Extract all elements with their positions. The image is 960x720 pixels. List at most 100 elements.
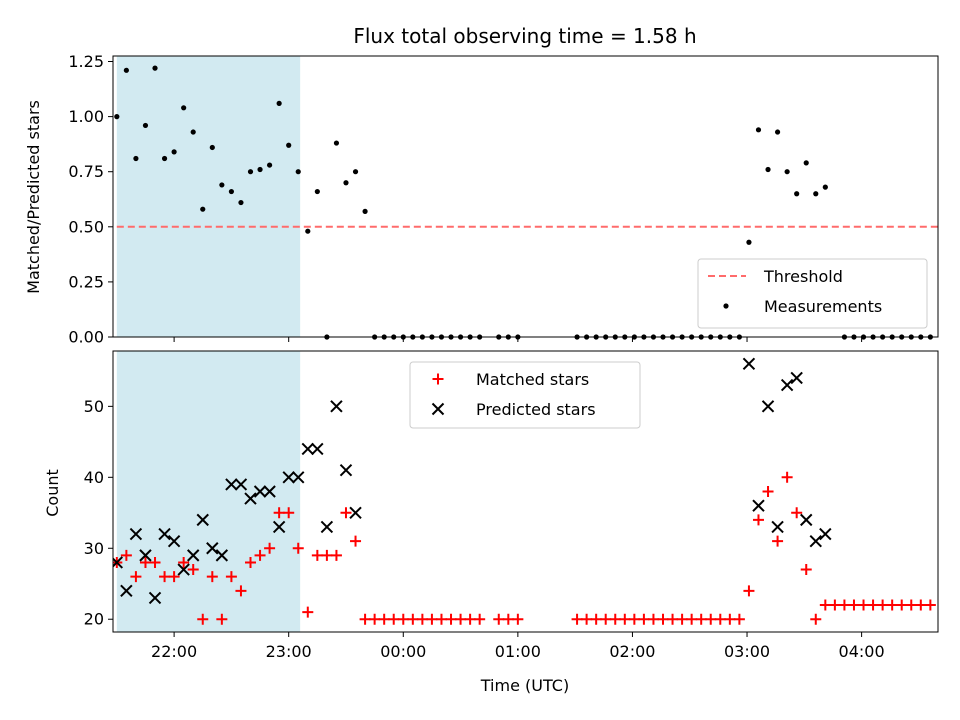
- bottom-x-point: [129, 527, 143, 541]
- bottom-plus-point: [235, 585, 247, 597]
- bottom-plus-point: [867, 599, 879, 611]
- top-dot-point: [219, 182, 225, 188]
- bottom-x-point: [339, 464, 353, 477]
- bottom-x-point: [292, 471, 305, 484]
- top-dot-point: [123, 67, 129, 73]
- bottom-plus-point: [619, 613, 631, 625]
- bottom-legend-label: Matched stars: [476, 370, 589, 389]
- bottom-plus-point: [686, 613, 698, 625]
- bottom-x-point: [780, 378, 794, 392]
- bottom-plus-point: [388, 613, 400, 625]
- bottom-plus-point: [590, 613, 602, 625]
- top-dot-point: [209, 144, 215, 151]
- bottom-plus-point: [264, 542, 276, 554]
- bottom-y-axis-label: Count: [43, 469, 62, 517]
- top-dot-point: [305, 228, 311, 234]
- bottom-x-point: [263, 485, 276, 498]
- bottom-x-point: [158, 527, 171, 541]
- top-dot-point: [142, 122, 149, 129]
- bottom-plus-point: [800, 564, 812, 576]
- top-dot-point: [152, 65, 158, 71]
- bottom-plus-point: [781, 471, 793, 483]
- bottom-plus-point: [724, 613, 736, 625]
- bottom-plus-point: [915, 599, 927, 611]
- bottom-plus-point: [512, 613, 524, 625]
- bottom-legend-label: Predicted stars: [476, 400, 596, 419]
- bottom-plus-point: [581, 613, 593, 625]
- bottom-plus-point: [676, 613, 688, 625]
- bottom-plus-point: [445, 613, 457, 625]
- bottom-plus-point: [752, 514, 764, 526]
- bottom-plus-point: [216, 613, 228, 625]
- bottom-plus-point: [628, 613, 640, 625]
- top-dot-point: [171, 149, 177, 155]
- bottom-plus-point: [474, 613, 486, 625]
- bottom-plus-point: [705, 613, 717, 625]
- bottom-plus-point: [464, 613, 476, 625]
- bottom-plus-point: [657, 613, 669, 625]
- bottom-plus-point: [197, 613, 209, 625]
- bottom-x-point: [272, 520, 286, 534]
- bottom-x-point: [215, 549, 229, 562]
- top-dot-point: [765, 166, 771, 173]
- bottom-plus-point: [571, 613, 583, 625]
- top-y-axis-label: Matched/Predicted stars: [24, 100, 43, 294]
- top-dot-point: [755, 127, 762, 133]
- bottom-plus-point: [283, 507, 295, 519]
- top-y-tick-label: 0.25: [68, 272, 104, 291]
- bottom-x-point: [139, 549, 152, 562]
- bottom-plus-point: [733, 613, 745, 625]
- bottom-plus-point: [254, 549, 266, 561]
- top-dot-point: [295, 169, 301, 175]
- bottom-plus-point: [330, 549, 342, 561]
- bottom-plus-point: [647, 613, 659, 625]
- bottom-plus-point: [378, 613, 390, 625]
- bottom-x-point: [120, 584, 133, 598]
- bottom-x-point: [244, 492, 257, 505]
- bottom-x-point: [330, 400, 343, 413]
- bottom-y-tick-label: 40: [84, 468, 104, 487]
- bottom-plus-point: [149, 556, 161, 568]
- bottom-x-tick-label: 01:00: [495, 642, 541, 661]
- bottom-plus-point: [359, 613, 371, 625]
- bottom-x-point: [167, 534, 181, 548]
- bottom-plus-point: [340, 507, 352, 519]
- bottom-plus-point: [168, 571, 180, 583]
- bottom-plus-point: [139, 556, 151, 568]
- bottom-plus-point: [245, 556, 256, 568]
- bottom-plus-point: [838, 599, 850, 611]
- top-plot-area: 0.00 0.25 0.50 0.75 1.00 1.25 Threshold Measure…: [68, 52, 939, 347]
- top-dot-point: [822, 184, 828, 190]
- bottom-x-point: [234, 478, 248, 491]
- bottom-plus-point: [829, 599, 841, 611]
- bottom-x-point: [187, 549, 200, 562]
- bottom-plus-point: [502, 613, 514, 625]
- bottom-plus-point: [905, 599, 917, 611]
- top-panel: Matched/Predicted stars 0.00 0.25 0.50 0.75…: [24, 52, 939, 347]
- top-dot-point: [161, 155, 168, 162]
- bottom-x-point: [225, 478, 238, 491]
- top-y-tick-label: 0.00: [68, 328, 104, 347]
- bottom-plus-point: [877, 599, 889, 611]
- top-dot-point: [228, 188, 235, 195]
- bottom-plus-point: [302, 606, 314, 618]
- x-axis-label: Time (UTC): [480, 676, 569, 695]
- top-dot-point: [190, 129, 196, 135]
- top-legend-dot-swatch: [723, 303, 729, 309]
- top-dot-point: [266, 162, 273, 168]
- top-dot-point: [774, 129, 781, 135]
- top-dot-point: [247, 169, 254, 175]
- bottom-plus-point: [397, 613, 409, 625]
- bottom-x-tick-label: 03:00: [724, 642, 770, 661]
- top-y-tick-label: 1.25: [68, 52, 104, 71]
- bottom-plus-point: [369, 613, 381, 625]
- bottom-plus-point: [493, 613, 505, 625]
- bottom-x-tick-label: 04:00: [839, 642, 885, 661]
- bottom-x-tick-label: 02:00: [609, 642, 655, 661]
- bottom-plus-point: [848, 599, 860, 611]
- bottom-x-tick-label: 22:00: [151, 642, 197, 661]
- bottom-frame: [112, 350, 939, 633]
- bottom-plus-point: [858, 599, 870, 611]
- bottom-x-point: [809, 534, 822, 548]
- bottom-y-tick-label: 30: [84, 539, 104, 558]
